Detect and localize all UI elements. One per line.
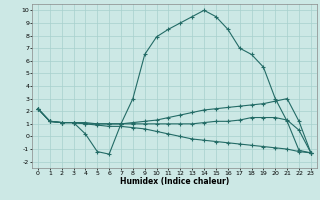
X-axis label: Humidex (Indice chaleur): Humidex (Indice chaleur) <box>120 177 229 186</box>
